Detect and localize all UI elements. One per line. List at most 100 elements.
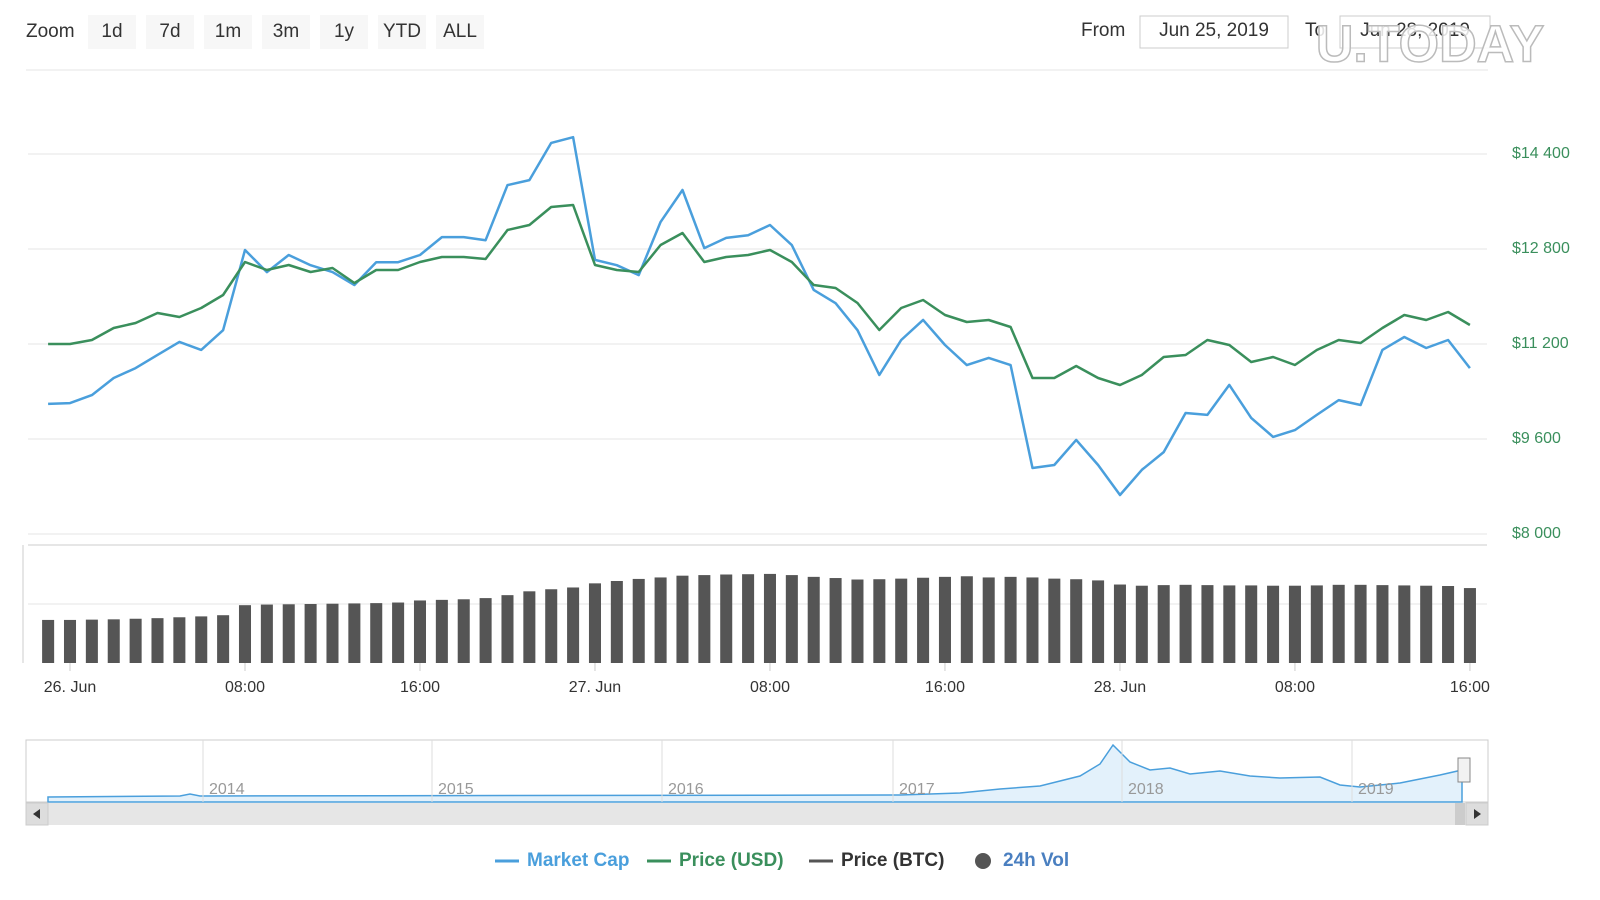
volume-bar — [588, 583, 601, 663]
x-tick-label: 16:00 — [400, 679, 440, 696]
zoom-button-label: YTD — [383, 21, 421, 42]
volume-bar — [610, 580, 623, 663]
series-line — [48, 135, 1471, 497]
navigator-year: 2017 — [899, 781, 935, 798]
from-input[interactable] — [1139, 15, 1289, 49]
volume-bar — [304, 604, 317, 663]
legend-label[interactable]: Price (BTC) — [841, 850, 944, 871]
volume-bar — [1245, 585, 1258, 663]
zoom-button-label: ALL — [443, 21, 477, 42]
volume-bar — [1442, 586, 1455, 663]
legend-symbol — [975, 853, 991, 869]
volume-bar — [457, 599, 470, 663]
y-tick-label: $14 400 — [1512, 145, 1570, 162]
x-tick-label: 26. Jun — [44, 679, 96, 696]
x-tick-label: 08:00 — [225, 679, 265, 696]
volume-bar — [785, 575, 798, 663]
volume-bar — [873, 579, 886, 663]
volume-bar — [1310, 585, 1323, 663]
volume-bar — [960, 576, 973, 663]
navigator-handle[interactable] — [1457, 757, 1471, 783]
volume-bar — [1070, 579, 1083, 663]
volume-bar — [567, 587, 580, 663]
volume-bar — [982, 577, 995, 663]
volume-bar — [1420, 585, 1433, 663]
legend-label[interactable]: Price (USD) — [679, 850, 784, 871]
scrollbar[interactable] — [26, 803, 1488, 825]
navigator-year: 2019 — [1358, 781, 1394, 798]
volume-bar — [370, 603, 383, 663]
volume-bar — [413, 600, 426, 663]
volume-bar — [938, 576, 951, 663]
zoom-button[interactable] — [378, 15, 426, 49]
navigator-year: 2016 — [668, 781, 704, 798]
navigator-year: 2014 — [209, 781, 245, 798]
x-tick-label: 28. Jun — [1094, 679, 1146, 696]
volume-bar — [501, 595, 514, 663]
x-tick-label: 08:00 — [1275, 679, 1315, 696]
navigator-years: 2014 2015 2016 2017 2018 2019 — [202, 740, 1394, 802]
y-tick-label: $9 600 — [1512, 430, 1561, 447]
zoom-button[interactable] — [320, 15, 368, 49]
zoom-label: Zoom — [26, 21, 75, 42]
zoom-button-label: 1d — [101, 21, 122, 42]
volume-bar — [238, 605, 252, 663]
x-tick-label: 16:00 — [925, 679, 965, 696]
volume-bar — [173, 617, 186, 663]
zoom-button[interactable] — [204, 15, 252, 49]
volume-bar — [260, 604, 273, 663]
zoom-button-label: 3m — [273, 21, 299, 42]
volume-bar — [1048, 578, 1061, 663]
navigator-area — [47, 743, 1463, 803]
series-line — [48, 203, 1471, 387]
volume-bar — [282, 604, 295, 663]
scroll-left-arrow — [33, 809, 40, 819]
volume-bar — [1463, 588, 1476, 663]
volume-bar — [63, 619, 77, 663]
volume-bar — [1376, 585, 1389, 663]
volume-bar — [1332, 584, 1345, 663]
volume-bar — [348, 603, 361, 663]
volume-bar — [1026, 577, 1039, 663]
volume-bar — [1398, 585, 1411, 663]
scroll-thumb[interactable] — [1455, 803, 1465, 825]
legend-label[interactable]: 24h Vol — [1003, 850, 1069, 871]
to-input[interactable] — [1339, 15, 1491, 49]
volume-bar — [1004, 576, 1017, 663]
volume-bar — [1092, 580, 1105, 663]
volume-bar — [85, 619, 98, 663]
volume-bar — [326, 603, 339, 663]
zoom-button-label: 1y — [334, 21, 355, 42]
volume-bar — [632, 578, 645, 663]
x-tick-label: 27. Jun — [569, 679, 621, 696]
volume-bar — [479, 598, 492, 663]
y-tick-label: $8 000 — [1512, 525, 1561, 542]
volume-bar — [195, 616, 208, 663]
volume-bar — [392, 602, 405, 663]
volume-bar — [1201, 585, 1214, 663]
x-tick-label: 16:00 — [1450, 679, 1490, 696]
zoom-button-label: 7d — [159, 21, 180, 42]
volume-bar — [1179, 584, 1192, 663]
to-label: To — [1305, 20, 1325, 41]
scroll-right-arrow — [1474, 809, 1481, 819]
zoom-button[interactable] — [146, 15, 194, 49]
volume-bar — [107, 619, 120, 663]
from-value: Jun 25, 2019 — [1159, 20, 1269, 41]
volume-bar — [1288, 585, 1301, 663]
volume-bar — [151, 618, 164, 663]
volume-bar — [1157, 585, 1170, 663]
legend-label[interactable]: Market Cap — [527, 850, 629, 871]
volume-bar — [129, 618, 142, 663]
volume-bar — [895, 578, 908, 663]
zoom-button[interactable] — [436, 15, 484, 49]
watermark: U.TODAY — [1316, 16, 1544, 74]
zoom-button-label: 1m — [215, 21, 241, 42]
volume-bar — [763, 573, 776, 663]
volume-bar — [720, 574, 733, 663]
x-tick-label: 08:00 — [750, 679, 790, 696]
navigator-year: 2018 — [1128, 781, 1164, 798]
zoom-button[interactable] — [262, 15, 310, 49]
zoom-button[interactable] — [88, 15, 136, 49]
